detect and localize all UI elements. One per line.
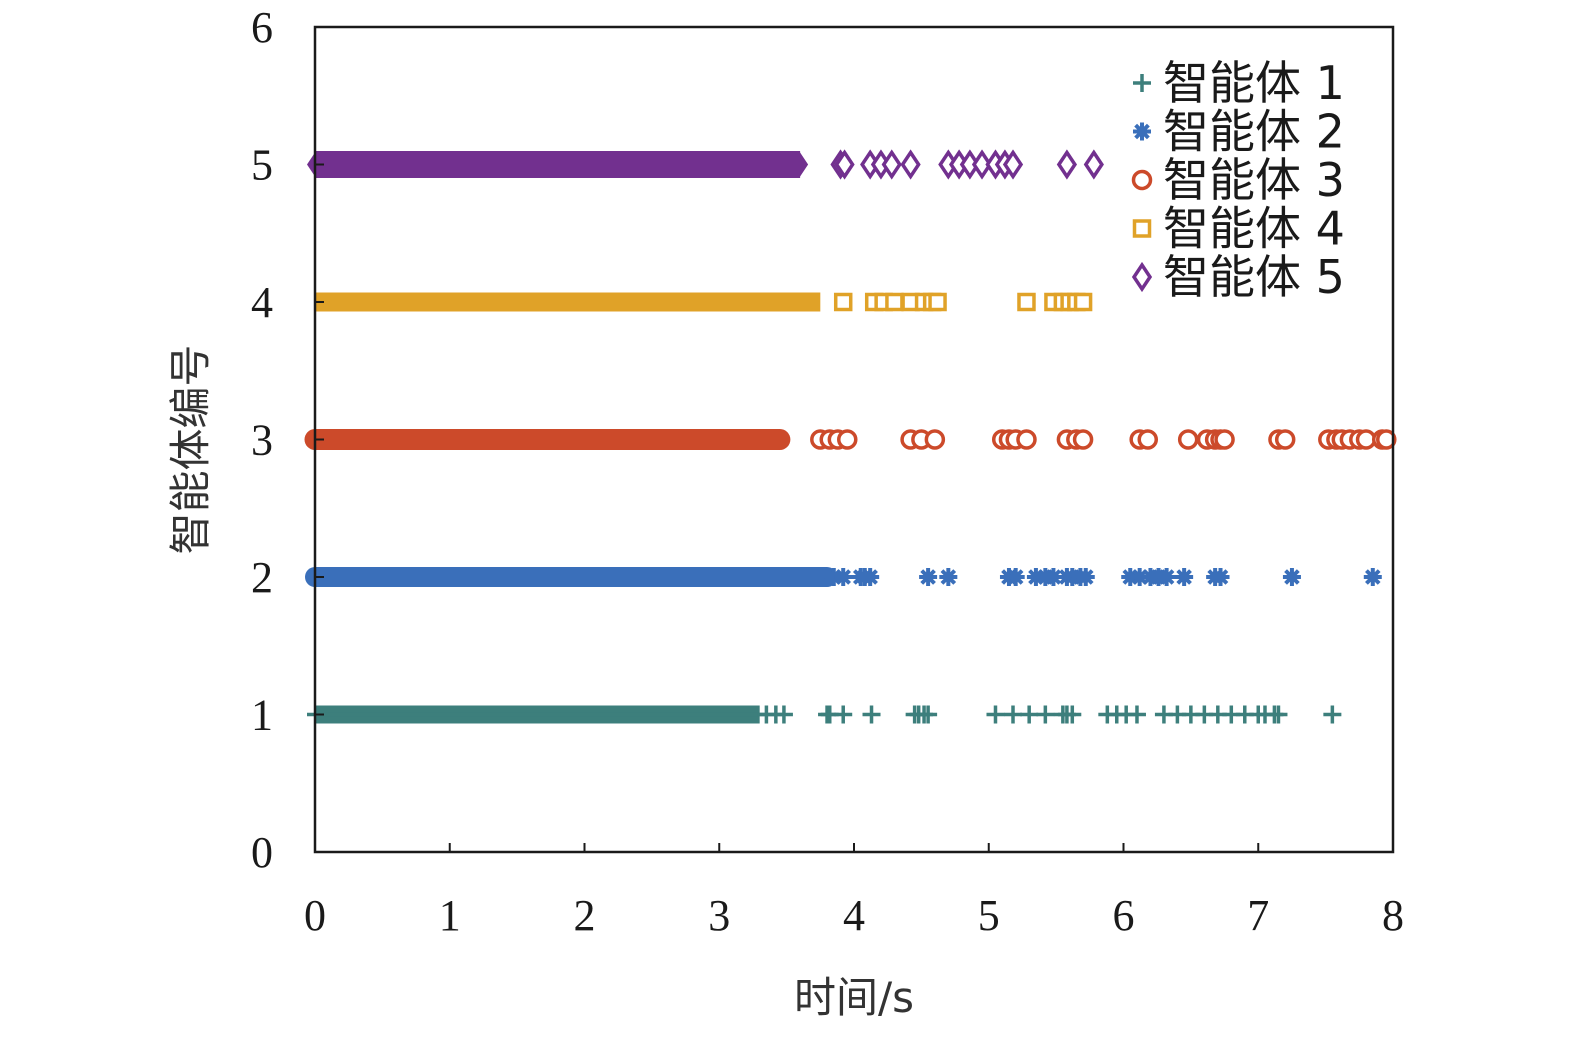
x-tick-label: 3 [708,891,730,940]
event-marker [1026,568,1045,586]
event-marker [1073,292,1093,312]
event-marker [919,705,938,724]
event-marker [837,429,858,450]
marks-layer [304,149,1397,724]
event-marker [928,292,947,312]
event-marker [1175,568,1194,586]
y-tick-label: 0 [251,828,273,877]
x-tick-label: 5 [978,891,1000,940]
ticks-layer: 0 1 2 3 4 5 6 7 8 0 1 2 3 4 5 6 [251,3,1404,940]
event-marker [834,568,853,586]
legend-label: 智能体 4 [1163,202,1345,256]
x-tick-label: 4 [843,891,865,940]
event-marker [861,568,880,586]
event-marker [1177,429,1199,450]
event-marker [1363,568,1382,586]
legend-item-agent-2: 智能体 2 [1133,105,1345,159]
legend-item-agent-4: 智能体 4 [1132,202,1345,256]
event-marker [1130,568,1149,586]
event-marker [1211,568,1230,586]
y-tick-label: 2 [251,553,273,602]
legend-marker [1132,219,1152,238]
event-marker [1282,568,1301,586]
event-marker [1020,705,1039,724]
event-marker [1214,429,1235,450]
y-tick-label: 6 [251,3,273,52]
series-agent-2 [305,567,1382,587]
event-marker [1072,429,1094,450]
event-marker [834,149,855,180]
legend-item-agent-5: 智能体 5 [1131,250,1345,304]
event-marker [1076,568,1095,586]
event-marker [1269,705,1288,724]
event-marker [1121,568,1140,586]
event-marker [1016,429,1037,450]
y-tick-label: 3 [251,416,273,465]
event-marker [1056,149,1078,180]
series-agent-5 [307,149,1104,180]
legend-marker [1133,122,1151,141]
x-tick-label: 0 [304,891,326,940]
event-marker [833,292,853,312]
legend-label: 智能体 3 [1163,153,1345,207]
event-marker [939,568,958,586]
event-marker [862,705,881,724]
event-marker [924,429,946,450]
legend-background [1118,55,1368,310]
event-marker [1137,429,1159,450]
event-marker [1002,149,1024,180]
event-marker [1063,705,1082,724]
event-marker [1036,705,1055,724]
event-marker [1083,149,1104,180]
event-marker [919,568,938,586]
y-axis-label: 智能体编号 [166,344,215,554]
event-marker [986,705,1005,724]
event-marker [1127,705,1146,724]
event-marker [834,705,853,724]
y-tick-label: 4 [251,278,273,327]
x-tick-label: 8 [1382,891,1404,940]
event-marker [885,292,904,312]
legend-item-agent-1: 智能体 1 [1133,56,1345,110]
event-marker [774,705,793,724]
x-axis-label: 时间/s [794,973,914,1022]
x-tick-label: 1 [439,891,461,940]
event-marker [1157,568,1176,586]
event-marker [1274,429,1296,450]
x-tick-label: 6 [1113,891,1135,940]
series-agent-4 [315,292,1093,312]
event-marker [1006,568,1025,586]
event-marker [1004,705,1023,724]
legend-item-agent-3: 智能体 3 [1131,153,1345,207]
event-marker [1017,292,1036,312]
event-marker [824,568,843,586]
y-tick-label: 1 [251,691,273,740]
legend-marker [1133,74,1151,92]
y-tick-label: 5 [251,141,273,190]
legend-marker [1131,169,1153,191]
dense-marker-band-cap [792,152,809,177]
x-tick-label: 7 [1247,891,1269,940]
legend-marker [1131,261,1153,293]
series-agent-1 [307,705,1342,724]
legend-label: 智能体 2 [1163,105,1345,159]
event-marker [1376,429,1397,450]
x-tick-label: 2 [574,891,596,940]
series-agent-3 [304,429,1397,450]
event-marker [971,149,993,180]
legend-label: 智能体 1 [1163,56,1345,110]
legend-label: 智能体 5 [1163,250,1345,304]
event-marker [1323,705,1342,724]
event-marker [1044,568,1063,586]
event-marker [900,149,921,180]
event-marker [881,149,902,180]
